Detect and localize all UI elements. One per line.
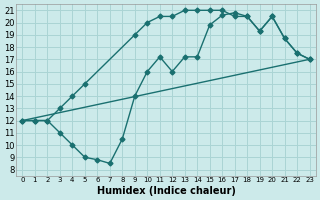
X-axis label: Humidex (Indice chaleur): Humidex (Indice chaleur) (97, 186, 236, 196)
